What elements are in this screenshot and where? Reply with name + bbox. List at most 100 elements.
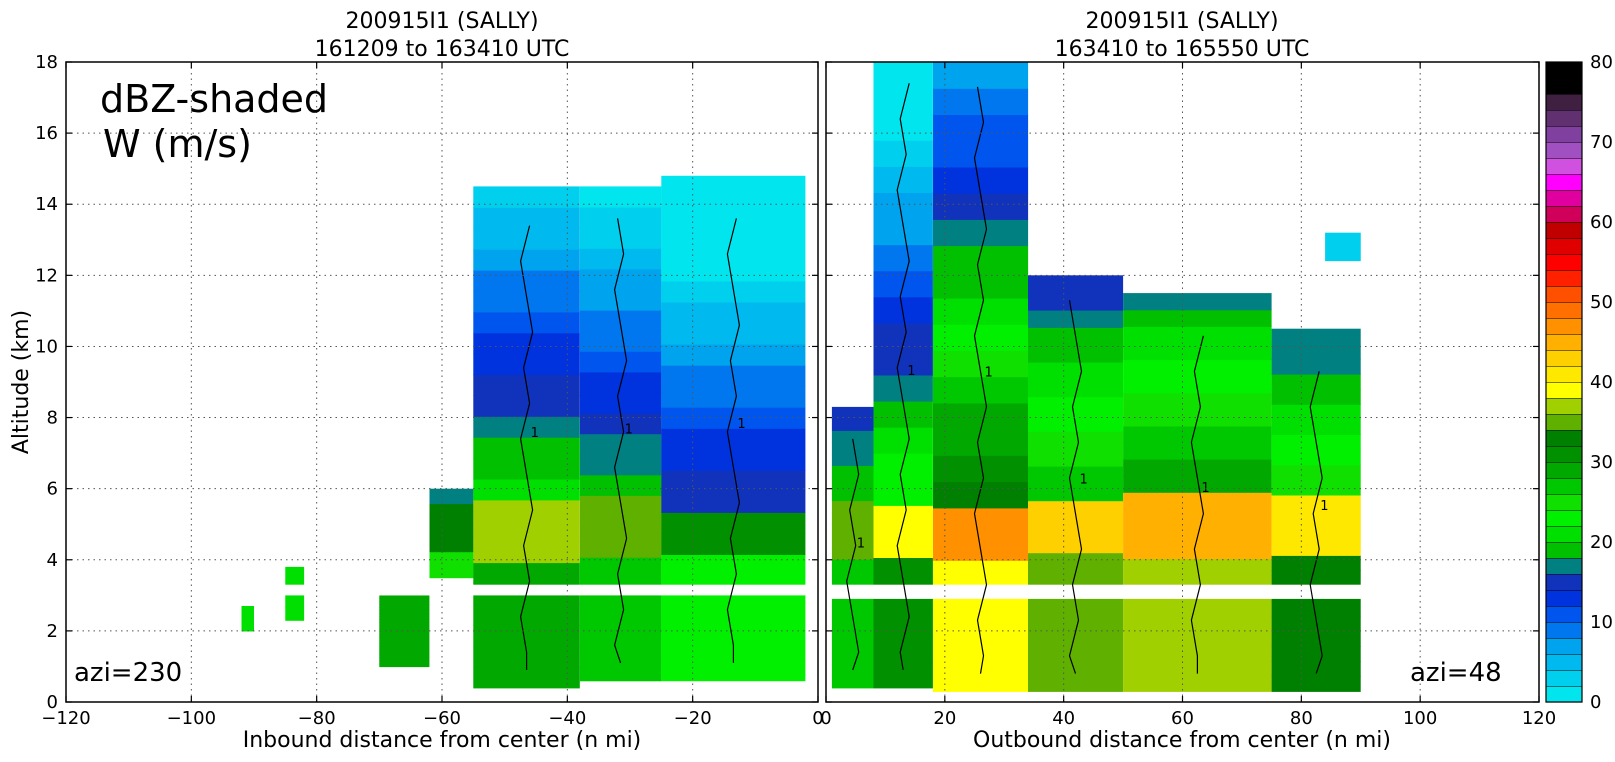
right-echo-cell xyxy=(1028,362,1124,380)
left-echo-cell xyxy=(429,566,474,571)
left-echo-cell xyxy=(473,290,580,313)
right-x-tick-label: 80 xyxy=(1290,708,1313,729)
right-echo-cell xyxy=(1123,425,1272,444)
left-echo-cell xyxy=(241,628,254,631)
left-echo-cell xyxy=(579,618,662,641)
colorbar-swatch xyxy=(1545,605,1583,623)
right-echo-cell xyxy=(1123,442,1272,460)
right-echo-cell xyxy=(873,348,933,376)
left-echo-cell xyxy=(579,310,662,332)
right-echo-cell xyxy=(933,429,1029,456)
left-echo-cell xyxy=(285,571,305,575)
colorbar-swatch xyxy=(1545,77,1583,95)
right-echo-cell xyxy=(1123,392,1272,410)
left-echo-cell xyxy=(429,507,474,512)
right-echo-cell xyxy=(933,507,1029,535)
right-echo-cell xyxy=(1123,326,1272,344)
right-echo-cell xyxy=(1123,376,1272,394)
right-echo-cell xyxy=(1123,641,1272,659)
colorbar-swatch xyxy=(1545,349,1583,367)
colorbar-tick-label: 60 xyxy=(1590,212,1613,233)
left-echo-cell xyxy=(429,551,474,556)
left-echo-cell xyxy=(379,663,430,668)
right-echo-cell xyxy=(1123,342,1272,361)
right-echo-cell xyxy=(1123,674,1272,692)
left-echo-cell xyxy=(579,413,662,435)
left-echo-cell xyxy=(285,604,305,608)
colorbar-swatch xyxy=(1545,653,1583,671)
left-echo-cell xyxy=(241,616,254,618)
left-echo-cell xyxy=(241,608,254,610)
left-w-contour xyxy=(519,225,534,670)
left-echo-cell xyxy=(241,611,254,613)
right-echo-cell xyxy=(1028,674,1124,692)
right-echo-cell xyxy=(873,62,933,89)
right-echo-cell xyxy=(873,505,933,532)
left-echo-cell xyxy=(379,610,430,614)
left-echo-cell xyxy=(579,351,662,373)
left-w-contour xyxy=(726,218,741,663)
colorbar-swatch xyxy=(1545,685,1583,703)
colorbar: 0 10 20 30 40 50 60 70 80 xyxy=(1545,52,1613,713)
colorbar-swatch xyxy=(1545,93,1583,111)
left-echo-cell xyxy=(579,515,662,538)
left-ticks: −120 −100 −80 −60 −40 −20 0 0 2 4 6 8 10 12 14 16 18 xyxy=(35,52,824,729)
left-echo-cell xyxy=(473,270,580,292)
left-echo-cell xyxy=(429,492,474,497)
right-echo-cell xyxy=(831,442,874,455)
left-echo-cell xyxy=(379,619,430,623)
colorbar-swatch xyxy=(1545,365,1583,383)
y-axis-label: Altitude (km) xyxy=(9,310,34,454)
left-echo-cell xyxy=(661,533,806,555)
right-contour-label: 1 xyxy=(907,364,915,379)
right-echo-cell xyxy=(1123,293,1272,311)
right-subtitle: 163410 to 165550 UTC xyxy=(1055,37,1310,62)
left-echo-cell xyxy=(429,544,474,549)
left-echo-cell xyxy=(241,613,254,615)
right-echo-cell xyxy=(933,376,1029,404)
left-y-tick-label: 10 xyxy=(35,336,58,357)
left-contour-label: 1 xyxy=(625,423,633,438)
left-echo-cell xyxy=(429,533,474,538)
left-echo-cell xyxy=(473,666,580,689)
right-echo-cell xyxy=(1123,309,1272,327)
left-echo-cell xyxy=(241,609,254,611)
left-y-tick-label: 2 xyxy=(47,621,58,642)
right-panel: 200915I1 (SALLY) 163410 to 165550 UTC 1 1… xyxy=(820,9,1556,753)
colorbar-swatch xyxy=(1545,445,1583,463)
left-echo-cell xyxy=(285,615,305,619)
left-echo-cell xyxy=(429,496,474,501)
right-w-contour xyxy=(846,438,860,671)
left-echo-cell xyxy=(285,609,305,612)
left-echo-cell xyxy=(241,614,254,616)
right-echo-cell xyxy=(831,500,874,513)
left-echo-cell xyxy=(661,428,806,450)
right-echo-cell xyxy=(873,166,933,193)
right-echo-cell xyxy=(831,535,874,548)
left-echo-cell xyxy=(241,615,254,617)
colorbar-swatch xyxy=(1545,125,1583,143)
right-echo-cell xyxy=(1028,396,1124,415)
colorbar-swatch xyxy=(1545,285,1583,303)
left-echo-cell xyxy=(429,570,474,575)
left-echo-cell xyxy=(429,514,474,519)
right-echo-cell xyxy=(933,638,1029,666)
right-echo-cell xyxy=(831,559,874,572)
left-echo-cell xyxy=(661,554,806,576)
right-echo-cell xyxy=(933,560,1029,587)
colorbar-swatch xyxy=(1545,413,1583,431)
colorbar-swatch xyxy=(1545,221,1583,239)
right-echo-cell xyxy=(1271,419,1361,435)
left-x-tick-label: −100 xyxy=(167,708,216,729)
right-echo-cell xyxy=(1028,292,1124,311)
left-x-tick-label: −120 xyxy=(41,708,90,729)
colorbar-swatch xyxy=(1545,589,1583,607)
right-echo-cell xyxy=(831,629,874,642)
right-echo-cell xyxy=(1123,359,1272,377)
right-echo-cell xyxy=(831,488,874,502)
left-x-tick-label: −20 xyxy=(674,708,712,729)
left-echo-cell xyxy=(579,536,662,558)
left-echo-cell xyxy=(241,622,254,625)
left-echo-cell xyxy=(429,522,474,527)
